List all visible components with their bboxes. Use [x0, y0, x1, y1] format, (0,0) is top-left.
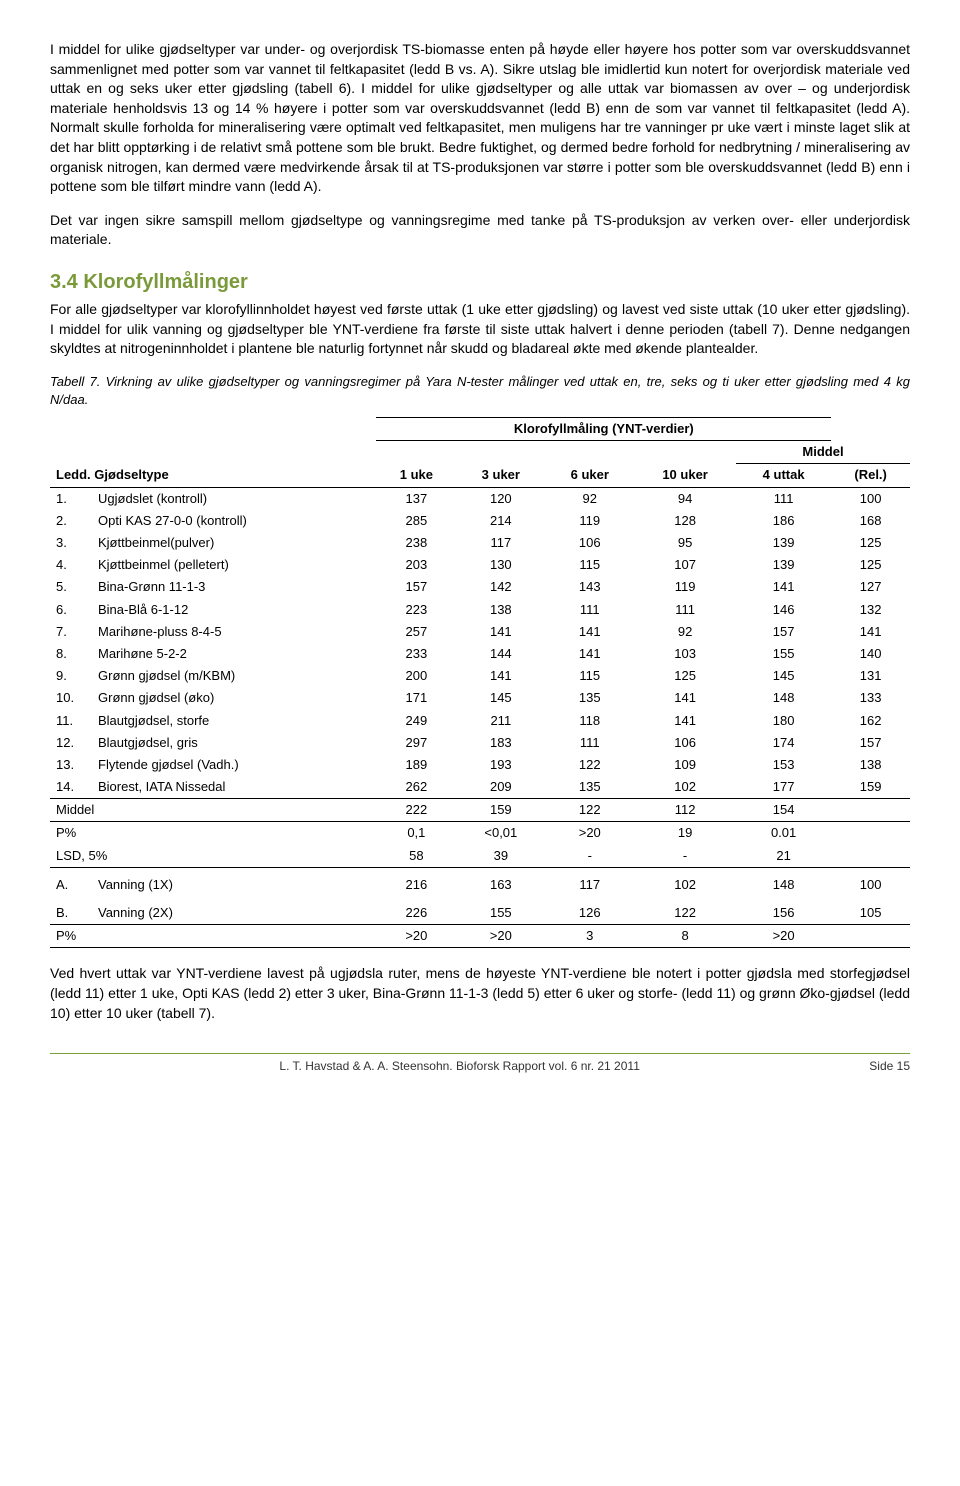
- col-header: 6 uker: [545, 464, 634, 487]
- table-row: 1.Ugjødslet (kontroll)1371209294111100: [50, 487, 910, 510]
- table-row: 2.Opti KAS 27-0-0 (kontroll)285214119128…: [50, 510, 910, 532]
- table-row: 3.Kjøttbeinmel(pulver)23811710695139125: [50, 532, 910, 554]
- paragraph-4: Ved hvert uttak var YNT-verdiene lavest …: [50, 964, 910, 1023]
- middel-label: Middel: [50, 799, 376, 822]
- super-header: Klorofyllmåling (YNT-verdier): [376, 418, 831, 441]
- page-number: Side 15: [869, 1058, 910, 1075]
- paragraph-2: Det var ingen sikre samspill mellom gjød…: [50, 211, 910, 250]
- table-row: A.Vanning (1X)216163117102148100: [50, 867, 910, 896]
- data-table: Klorofyllmåling (YNT-verdier) Middel Led…: [50, 417, 910, 948]
- col-header: 1 uke: [376, 464, 456, 487]
- table-row: 8.Marihøne 5-2-2233144141103155140: [50, 643, 910, 665]
- table-row: 4.Kjøttbeinmel (pelletert)20313011510713…: [50, 554, 910, 576]
- p-label: P%: [50, 822, 376, 845]
- table-row: 7.Marihøne-pluss 8-4-525714114192157141: [50, 621, 910, 643]
- col-header: 3 uker: [456, 464, 545, 487]
- table-row: 14.Biorest, IATA Nissedal262209135102177…: [50, 776, 910, 799]
- p2-label: P%: [50, 925, 376, 948]
- table-row: 6.Bina-Blå 6-1-12223138111111146132: [50, 599, 910, 621]
- col-header: 4 uttak: [736, 464, 831, 487]
- table-row: B.Vanning (2X)226155126122156105: [50, 896, 910, 925]
- table-row: 10.Grønn gjødsel (øko)171145135141148133: [50, 687, 910, 709]
- table-row: 9.Grønn gjødsel (m/KBM)20014111512514513…: [50, 665, 910, 687]
- paragraph-1: I middel for ulike gjødseltyper var unde…: [50, 40, 910, 197]
- table-row: 11.Blautgjødsel, storfe24921111814118016…: [50, 710, 910, 732]
- col-header: (Rel.): [831, 464, 910, 487]
- page-footer: L. T. Havstad & A. A. Steensohn. Biofors…: [50, 1053, 910, 1075]
- table-row: 12.Blautgjødsel, gris297183111106174157: [50, 732, 910, 754]
- lsd-label: LSD, 5%: [50, 845, 376, 868]
- table-caption: Tabell 7. Virkning av ulike gjødseltyper…: [50, 373, 910, 409]
- footer-text: L. T. Havstad & A. A. Steensohn. Biofors…: [279, 1059, 639, 1073]
- middel-header: Middel: [736, 441, 910, 464]
- table-row: 13.Flytende gjødsel (Vadh.)1891931221091…: [50, 754, 910, 776]
- table-row: 5.Bina-Grønn 11-1-3157142143119141127: [50, 576, 910, 598]
- col-header: Ledd. Gjødseltype: [50, 464, 376, 487]
- paragraph-3: For alle gjødseltyper var klorofyllinnho…: [50, 300, 910, 359]
- col-header: 10 uker: [634, 464, 736, 487]
- section-heading: 3.4 Klorofyllmålinger: [50, 268, 910, 296]
